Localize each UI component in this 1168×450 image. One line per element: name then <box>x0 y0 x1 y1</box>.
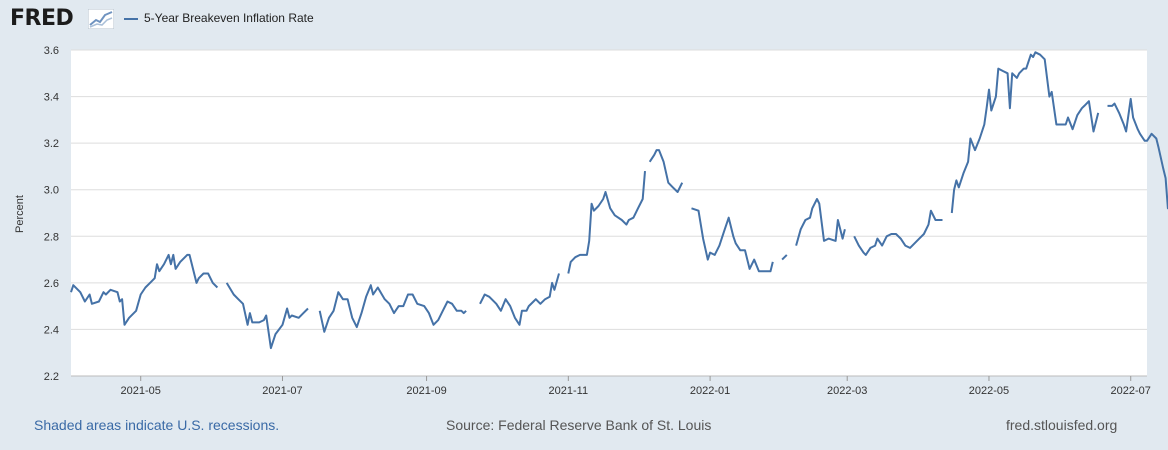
series-line-segment <box>648 149 684 193</box>
y-tick-label: 3.2 <box>44 138 59 150</box>
line-chart[interactable]: 2.22.42.62.83.03.23.43.6 2021-05 2021-07 2… <box>0 40 1168 400</box>
source-note: Source: Federal Reserve Bank of St. Loui… <box>446 417 712 433</box>
x-axis-ticks: 2021-05 2021-07 2021-09 2021-11 2022-01 2022-… <box>121 376 1151 397</box>
series-line-segment <box>479 273 560 326</box>
series-line-segment <box>567 171 646 274</box>
legend-label: 5-Year Breakeven Inflation Rate <box>144 11 314 25</box>
fred-logo-graph-icon <box>88 9 114 29</box>
y-axis-title: Percent <box>14 195 26 233</box>
y-tick-label: 2.4 <box>44 324 59 336</box>
series-line-segment <box>795 198 846 246</box>
series-line-segment <box>225 282 309 350</box>
y-tick-label: 3.0 <box>44 185 59 197</box>
recession-note-link[interactable]: Shaded areas indicate U.S. recessions. <box>34 417 280 433</box>
x-tick-label: 2022-05 <box>969 385 1009 397</box>
y-tick-label: 3.6 <box>44 45 59 57</box>
x-tick-label: 2022-01 <box>690 385 730 397</box>
grid-lines <box>71 49 1147 377</box>
series-lines <box>70 51 1168 350</box>
x-tick-label: 2022-03 <box>827 385 867 397</box>
site-link[interactable]: fred.stlouisfed.org <box>1006 417 1118 433</box>
chart-header: FRED 5-Year Breakeven Inflation Rate <box>0 0 1168 40</box>
series-line-segment <box>853 209 943 256</box>
y-tick-label: 2.2 <box>44 371 59 383</box>
legend-swatch <box>124 18 138 20</box>
x-tick-label: 2021-05 <box>121 385 161 397</box>
fred-logo[interactable]: FRED <box>10 6 74 31</box>
plot-area <box>71 50 1147 376</box>
series-line-segment <box>691 207 774 273</box>
series-line-segment <box>70 253 219 326</box>
x-tick-label: 2022-07 <box>1111 385 1151 397</box>
x-tick-label: 2021-09 <box>406 385 446 397</box>
y-tick-label: 2.6 <box>44 278 59 290</box>
series-line-segment <box>950 51 1100 214</box>
y-tick-label: 2.8 <box>44 231 59 243</box>
series-line-segment <box>318 284 467 333</box>
series-line-segment <box>781 254 788 261</box>
y-axis-ticks: 2.2 2.4 2.6 2.8 3.0 3.2 3.4 3.6 <box>44 45 59 383</box>
series-line-segment <box>1107 97 1168 210</box>
x-tick-label: 2021-11 <box>549 385 589 397</box>
y-tick-label: 3.4 <box>44 92 59 104</box>
x-tick-label: 2021-07 <box>262 385 302 397</box>
